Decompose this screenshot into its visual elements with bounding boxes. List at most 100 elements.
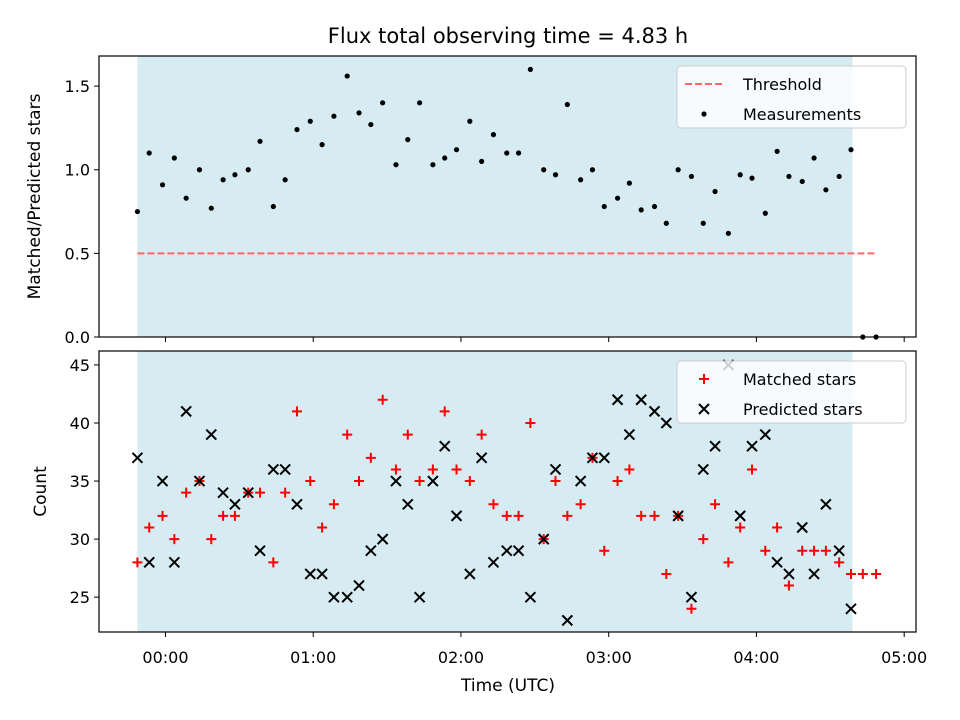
legend-matched-swatch [699, 374, 709, 384]
predicted-star-marker [820, 498, 832, 510]
predicted-star-marker [291, 498, 303, 510]
predicted-star-marker [156, 475, 169, 487]
predicted-star-marker [709, 440, 721, 452]
matched-star-marker [624, 464, 635, 475]
measurement-point [848, 147, 854, 153]
predicted-star-marker [304, 568, 316, 580]
measurement-point [836, 173, 842, 180]
matched-star-marker [845, 568, 856, 579]
predicted-star-marker [635, 394, 647, 406]
measurement-point [799, 178, 805, 185]
measurement-point [527, 66, 533, 72]
measurement-point [319, 142, 325, 148]
x-tick-label: 04:00 [733, 648, 779, 667]
legend-label: Measurements [743, 105, 861, 124]
predicted-star-marker [131, 452, 144, 464]
measurement-point [134, 208, 141, 215]
predicted-star-marker [734, 510, 746, 522]
matched-star-marker [735, 522, 746, 533]
predicted-star-marker [365, 545, 377, 557]
matched-star-marker [575, 499, 586, 510]
predicted-star-marker [168, 556, 181, 569]
measurement-point [601, 203, 607, 210]
measurement-point [467, 118, 473, 124]
measurement-point [220, 177, 226, 183]
matched-star-marker [157, 510, 168, 521]
measurement-point [430, 162, 436, 168]
y-tick-label: 30 [70, 530, 90, 549]
predicted-star-marker [833, 545, 845, 557]
predicted-star-marker [685, 591, 698, 603]
matched-star-marker [342, 429, 353, 440]
measurement-point [393, 162, 399, 168]
predicted-star-marker [771, 556, 783, 569]
measurement-point [552, 172, 559, 178]
measurement-point [294, 126, 300, 133]
y-axis-label: Matched/Predicted stars [25, 93, 45, 299]
measurement-point [183, 195, 189, 201]
measurement-point [762, 210, 768, 216]
measurement-point [688, 173, 695, 180]
matched-star-marker [599, 545, 610, 556]
bottom-panel-counts: 25 30 35 40 45 00:00 01:00 02:00 03:00 04:00 05:00… [31, 350, 927, 667]
measurement-point [196, 167, 203, 173]
measurement-point [541, 167, 547, 173]
predicted-star-marker [845, 603, 857, 615]
measurement-point [651, 203, 658, 210]
y-tick-label: 45 [70, 356, 90, 375]
matched-star-marker [229, 510, 240, 521]
matched-star-marker [305, 476, 316, 487]
measurement-point [331, 113, 337, 119]
legend-measurement-swatch [701, 111, 707, 117]
y-tick-label: 35 [70, 472, 90, 491]
predicted-star-marker [439, 440, 451, 452]
predicted-star-marker [746, 440, 758, 452]
matched-star-marker [377, 394, 388, 405]
measurement-point [442, 155, 448, 161]
measurement-point [490, 132, 497, 138]
predicted-star-marker [427, 475, 439, 487]
measurement-point [638, 207, 644, 213]
predicted-star-marker [537, 533, 550, 545]
matched-star-marker [218, 510, 229, 521]
top-panel-ratio: 0.0 0.5 1.0 1.5 Matched/Predicted stars Thres… [25, 55, 917, 347]
predicted-star-marker [279, 463, 291, 476]
matched-star-marker [661, 568, 672, 579]
matched-star-marker [834, 557, 845, 568]
legend: Matched stars Predicted stars [676, 360, 907, 424]
measurement-point [515, 150, 522, 156]
predicted-star-marker [328, 591, 340, 603]
measurement-point [786, 173, 792, 180]
predicted-star-marker [475, 452, 488, 464]
matched-star-marker [797, 545, 808, 556]
predicted-star-marker [242, 486, 254, 499]
y-tick-label: 0.0 [65, 328, 90, 347]
predicted-star-marker [759, 428, 772, 441]
matched-star-marker [612, 476, 623, 487]
measurement-point [811, 155, 817, 161]
measurement-point [416, 100, 423, 106]
measurement-point [171, 155, 177, 161]
measurement-point [453, 147, 460, 153]
measurement-point [356, 110, 362, 116]
matched-star-marker [760, 545, 771, 556]
matched-star-marker [144, 522, 155, 533]
measurement-point [589, 167, 596, 173]
x-axis-label: Time (UTC) [460, 676, 555, 696]
y-tick-label: 25 [70, 588, 90, 607]
matched-star-marker [328, 499, 339, 510]
measurement-point [578, 177, 584, 183]
x-tick-label: 03:00 [586, 648, 632, 667]
matched-star-marker [451, 464, 462, 475]
measurement-point [823, 187, 829, 193]
predicted-star-marker [524, 591, 537, 603]
measurement-point [700, 220, 706, 226]
matched-star-marker [439, 406, 450, 417]
x-tick-label: 00:00 [142, 648, 188, 667]
matched-star-marker [291, 406, 302, 417]
predicted-star-marker [464, 568, 476, 580]
predicted-star-marker [267, 463, 280, 476]
measurement-point [479, 158, 485, 164]
measurement-point [159, 182, 166, 188]
